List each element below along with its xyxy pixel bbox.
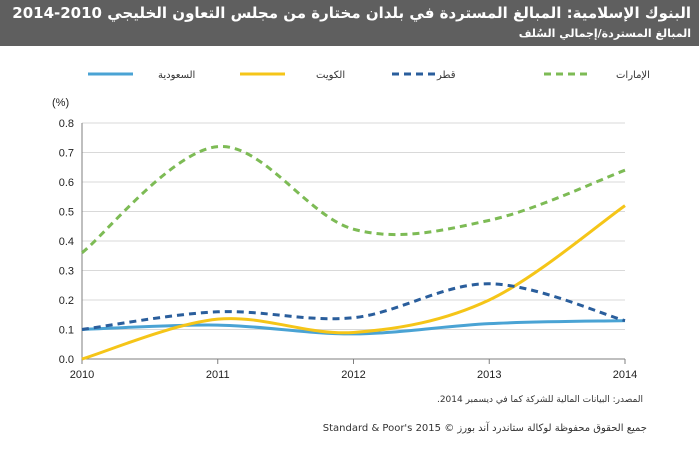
legend-label: قطر [436, 70, 456, 81]
y-axis-label: (%) [52, 97, 69, 109]
x-tick-label: 2012 [341, 369, 365, 381]
line-chart: السعودية الكويت قطر الإمارات 0.00.10.20.30.… [52, 70, 650, 381]
y-tick-label: 0.4 [59, 236, 74, 248]
y-tick-label: 0.5 [59, 207, 74, 219]
y-tick-label: 0.0 [59, 354, 74, 366]
legend-label: السعودية [158, 70, 195, 81]
chart-subtitle: المبالغ المستردة/إجمالي السُلف [518, 27, 691, 40]
copyright-note: Standard & Poor's 2015 © جميع الحقوق محف… [322, 423, 647, 434]
chart-gridlines [82, 122, 625, 330]
series-line [81, 145, 626, 254]
y-tick-label: 0.8 [59, 118, 74, 130]
chart-series [81, 145, 626, 361]
y-tick-label: 0.7 [59, 148, 74, 160]
x-tick-label: 2014 [613, 369, 637, 381]
series-line [81, 204, 626, 361]
y-tick-label: 0.3 [59, 266, 74, 278]
chart-axes: 0.0 0.1 0.2 0.3 0.4 0.5 0.6 0.7 0.8 2010 2011 2012 2… [59, 118, 638, 381]
y-tick-label: 0.6 [59, 177, 74, 189]
y-tick-label: 0.2 [59, 295, 74, 307]
legend-label: الإمارات [616, 70, 650, 81]
chart-legend: السعودية الكويت قطر الإمارات [88, 70, 650, 81]
chart-header: البنوك الإسلامية: المبالغ المستردة في بل… [0, 0, 699, 46]
legend-label: الكويت [316, 70, 345, 81]
y-tick-label: 0.1 [59, 325, 74, 337]
x-tick-label: 2010 [70, 369, 94, 381]
chart-title: البنوك الإسلامية: المبالغ المستردة في بل… [12, 4, 691, 22]
x-tick-label: 2013 [477, 369, 501, 381]
series-line [81, 282, 626, 331]
source-note: المصدر: البيانات المالية للشركة كما في د… [436, 395, 643, 405]
x-tick-label: 2011 [206, 369, 230, 381]
